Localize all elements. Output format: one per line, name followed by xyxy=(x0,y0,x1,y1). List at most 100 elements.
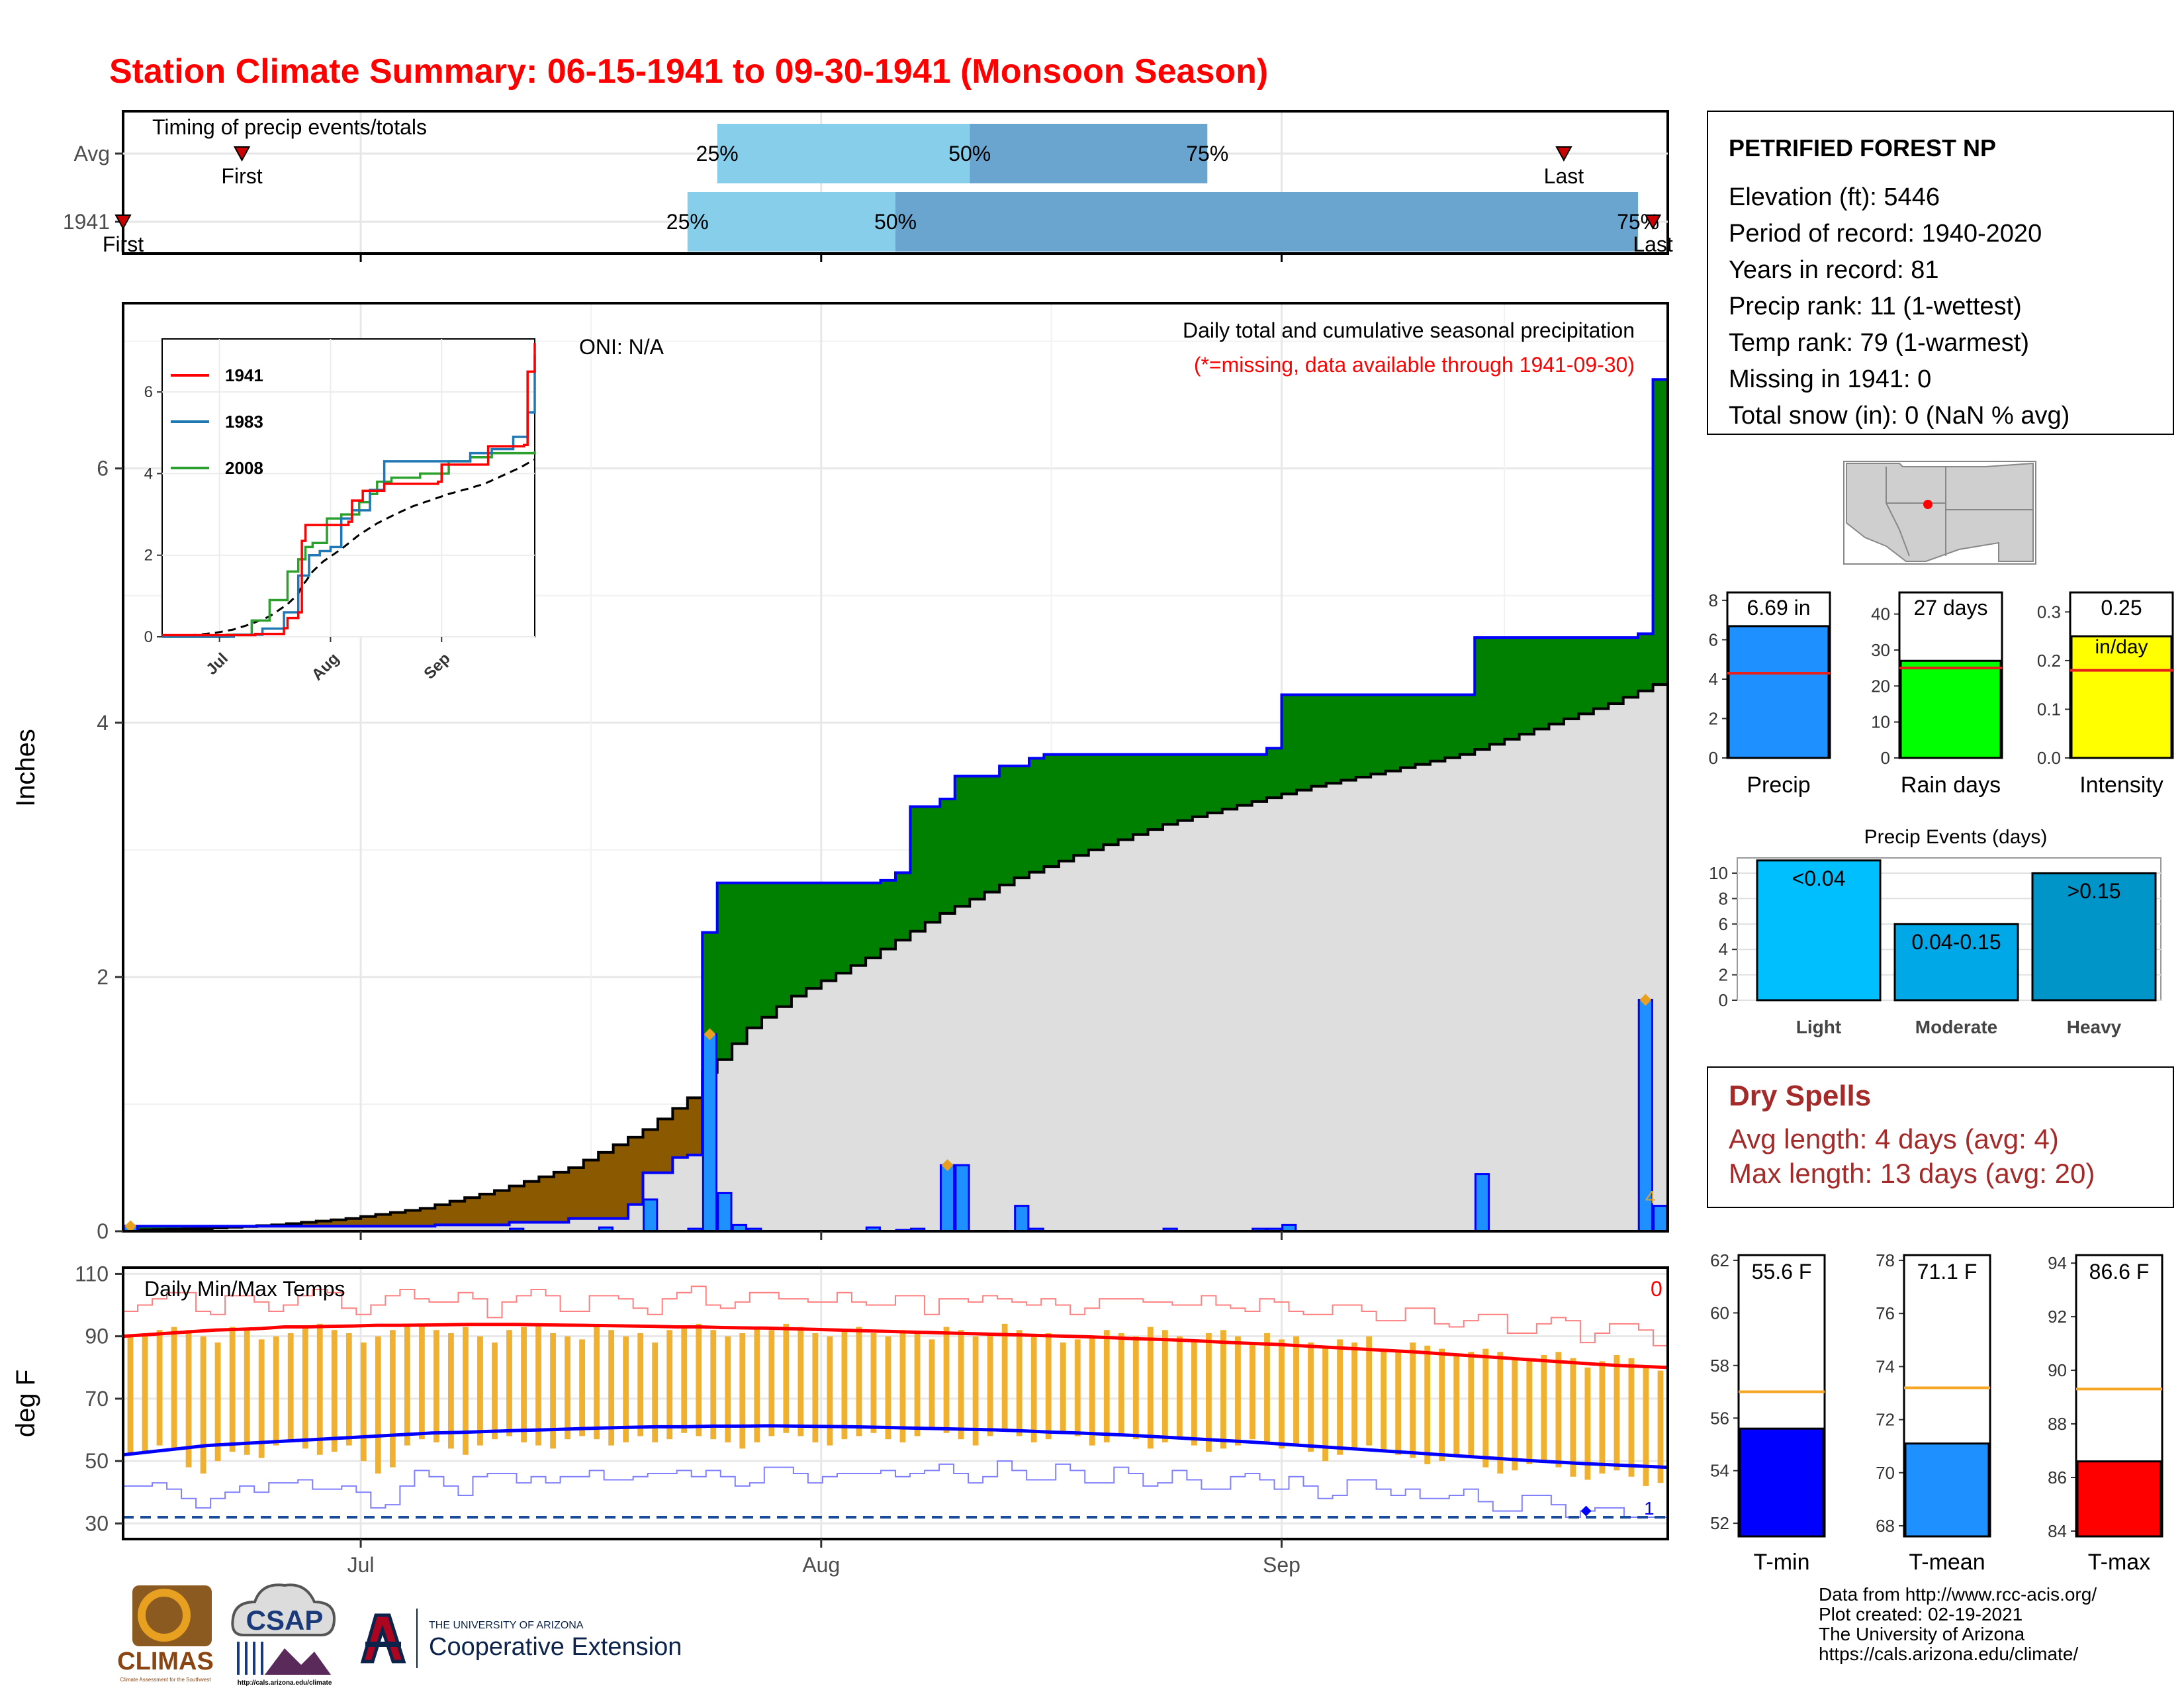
csap-logo: CSAP http://cals.arizona.edu/climate xyxy=(231,1583,336,1687)
temp-range-bar xyxy=(783,1323,790,1433)
temp-range-bar xyxy=(1089,1336,1095,1446)
dry-avg: Avg length: 4 days (avg: 4) xyxy=(1729,1123,2059,1154)
timing-row-label: 1941 xyxy=(63,210,110,234)
timing-p75: 75% xyxy=(1186,142,1228,165)
temp-range-bar xyxy=(768,1330,775,1436)
temp-summary-ytick-label: 76 xyxy=(1876,1303,1895,1323)
temp-range-bar xyxy=(1643,1367,1649,1486)
summary-ytick-label: 30 xyxy=(1871,640,1890,660)
temp-range-bar xyxy=(652,1342,659,1442)
temp-range-bar xyxy=(666,1330,673,1440)
station-name: PETRIFIED FOREST NP xyxy=(1729,134,1996,162)
temp-xticks: Jul Aug Sep xyxy=(347,1539,1300,1577)
temp-range-bar xyxy=(565,1336,570,1440)
timing-bars xyxy=(687,124,1639,252)
inset-legend-label: 1983 xyxy=(225,412,263,432)
temp-range-bar xyxy=(579,1339,585,1436)
temp-min-count: 1 xyxy=(1644,1498,1655,1519)
temp-range-bar xyxy=(418,1323,425,1440)
precip-ylabel: Inches xyxy=(11,729,40,807)
page-title: Station Climate Summary: 06-15-1941 to 0… xyxy=(109,52,1268,91)
daily-precip-bar xyxy=(1474,1173,1490,1233)
inset-legend-label: 1941 xyxy=(225,365,263,385)
min-marker xyxy=(1580,1505,1592,1517)
temp-summary-ytick-label: 58 xyxy=(1710,1356,1729,1376)
temp-summary-bar xyxy=(1739,1427,1825,1538)
temp-range-bar xyxy=(1147,1327,1154,1449)
station-location-dot xyxy=(1923,500,1933,509)
record-high-line xyxy=(123,1286,1668,1346)
temp-range-bar xyxy=(1395,1352,1402,1455)
daily-precip-bar xyxy=(1653,1205,1668,1233)
temp-range-bar xyxy=(899,1330,906,1442)
temp-summary-ytick-label: 74 xyxy=(1876,1356,1895,1376)
temp-max-count: 0 xyxy=(1651,1277,1662,1301)
temp-range-bar xyxy=(739,1333,746,1449)
temp-range-bar xyxy=(914,1333,921,1436)
temp-range-bar xyxy=(521,1327,527,1442)
temp-range-bar xyxy=(1103,1330,1110,1442)
temp-ytick-label: 50 xyxy=(85,1449,109,1473)
temp-range-bar xyxy=(1366,1336,1373,1446)
temp-range-bar xyxy=(1599,1361,1606,1474)
max-markers xyxy=(124,994,1652,1233)
temp-range-bar xyxy=(754,1327,760,1442)
summary-sublabel: in/day xyxy=(2095,636,2148,658)
credit-line: https://cals.arizona.edu/climate/ xyxy=(1819,1644,2078,1664)
credit-line: Plot created: 02-19-2021 xyxy=(1819,1604,2023,1624)
temp-title: Daily Min/Max Temps xyxy=(144,1277,345,1301)
summary-value-bar xyxy=(2070,635,2173,759)
summary-name: Intensity xyxy=(2079,773,2163,798)
precip-events: Precip Events (days) 0 2 4 6 8 10 <0.04 Light 0.… xyxy=(1709,826,2161,1037)
temp-range-bar xyxy=(1220,1330,1226,1449)
summary-ytick-label: 10 xyxy=(1871,712,1890,732)
temp-range-bar xyxy=(331,1330,338,1452)
temp-range-bar xyxy=(594,1327,600,1440)
temp-range-bar xyxy=(972,1336,979,1446)
timing-p50: 50% xyxy=(948,142,991,165)
events-category: Heavy xyxy=(2067,1017,2122,1037)
temp-range-bar xyxy=(841,1330,848,1440)
temp-range-bar xyxy=(1614,1354,1620,1471)
daily-precip-bar xyxy=(954,1164,970,1233)
climas-sun-icon xyxy=(138,1589,191,1642)
ua-a-bar xyxy=(365,1642,401,1647)
temp-ytick-label: 110 xyxy=(75,1262,109,1286)
daily-precip-bar xyxy=(717,1192,733,1233)
below-avg-area xyxy=(256,1098,703,1227)
summary-value-bar xyxy=(1727,625,1830,759)
timing-title: Timing of precip events/totals xyxy=(152,115,427,139)
temp-range-bar xyxy=(856,1327,862,1436)
summary-ytick-label: 4 xyxy=(1709,669,1718,689)
dry-spells: Dry Spells Avg length: 4 days (avg: 4) M… xyxy=(1707,1066,2174,1208)
csap-rain-icon xyxy=(237,1642,263,1675)
station-info: PETRIFIED FOREST NP Elevation (ft): 5446… xyxy=(1707,111,2174,435)
ua-a-icon xyxy=(360,1613,406,1664)
temp-range-bar xyxy=(142,1333,148,1452)
temp-range-bar xyxy=(316,1323,323,1455)
record-low-line xyxy=(123,1460,1668,1519)
precip-axis: 0 2 4 6 xyxy=(97,457,1283,1243)
temp-range-bar xyxy=(1468,1352,1475,1458)
temp-xtick-label: Sep xyxy=(1263,1553,1300,1577)
events-bar xyxy=(1756,859,1882,1002)
count-label: 4 xyxy=(1645,1187,1656,1207)
info-line: Precip rank: 11 (1-wettest) xyxy=(1729,293,2022,320)
summary-bars: 0 2 4 6 8 6.69 in Precip 0 10 20 30 40 27 days Rain d… xyxy=(1709,590,2174,798)
temp-range-bar xyxy=(608,1330,615,1446)
max-diamond xyxy=(941,1159,954,1172)
events-ytick-label: 2 xyxy=(1719,965,1728,985)
temp-summary-1: 68 70 72 74 76 78 71.1 F T-mean xyxy=(1876,1250,1991,1575)
temp-range-bar xyxy=(171,1327,177,1449)
info-frame xyxy=(1707,111,2174,435)
inset-grid xyxy=(162,339,535,637)
climas-subtext: Climate Assessment for the Southwest xyxy=(120,1677,212,1683)
temp-range-bar xyxy=(200,1336,206,1474)
temp-range-bar xyxy=(302,1327,308,1449)
temp-range-bar xyxy=(987,1333,993,1436)
temp-summary-ytick-label: 92 xyxy=(2048,1307,2067,1327)
summary-ytick-label: 0.3 xyxy=(2037,602,2061,622)
csap-cloud-icon xyxy=(231,1583,336,1636)
